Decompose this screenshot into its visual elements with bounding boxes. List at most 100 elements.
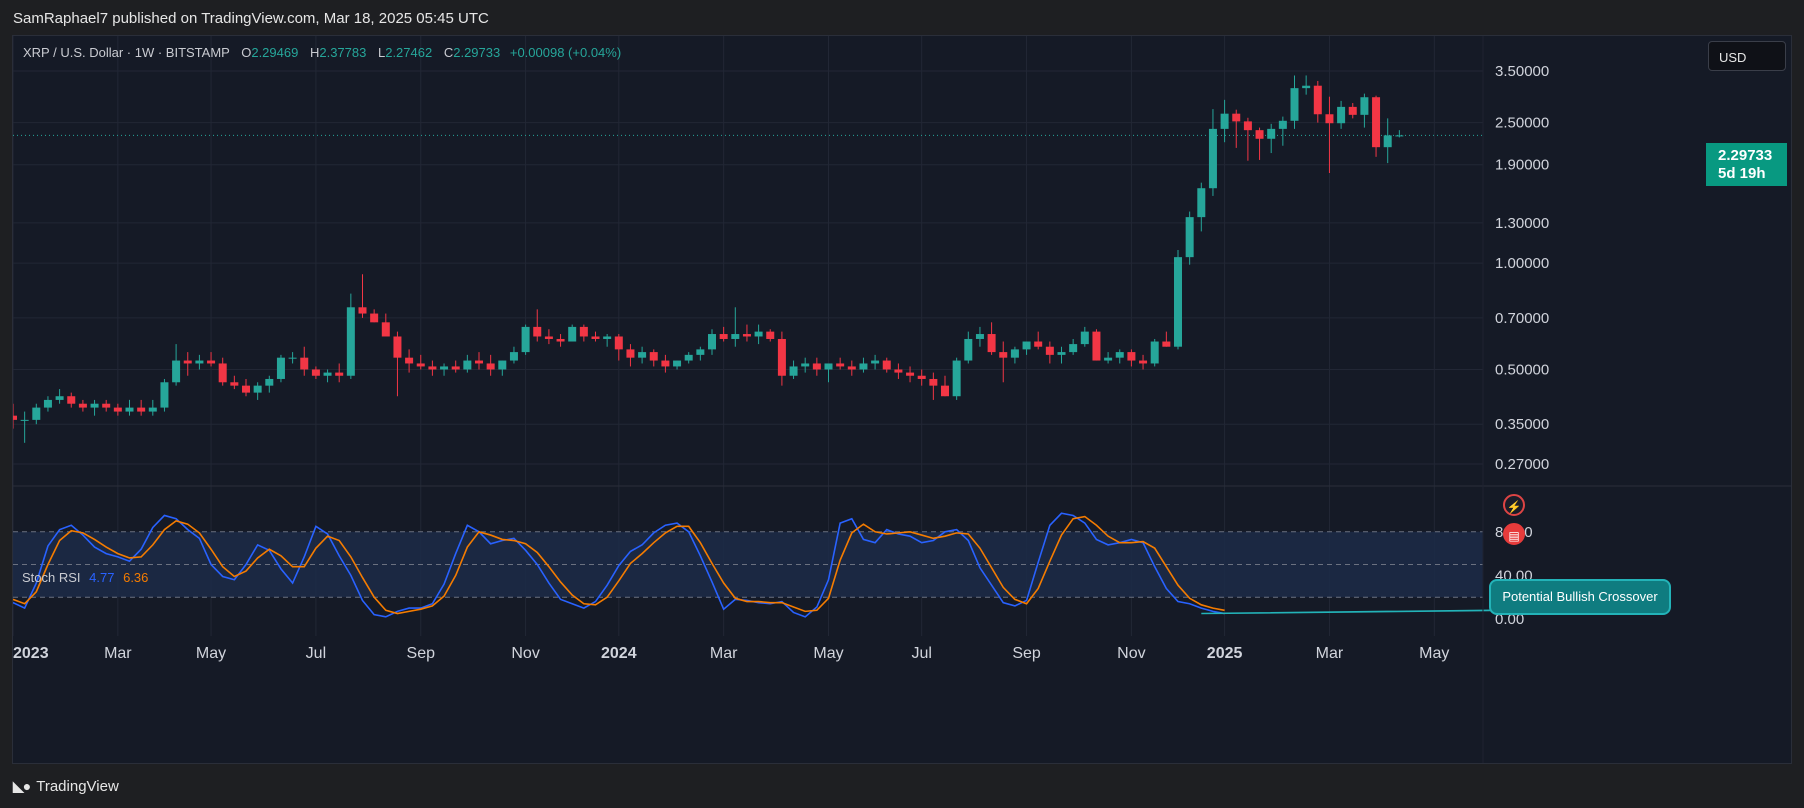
candle-body — [1232, 113, 1241, 122]
candle-body — [475, 360, 483, 364]
candle-body — [405, 357, 414, 364]
stoch-rsi-title[interactable]: Stoch RSI — [22, 570, 81, 585]
candle-body — [894, 369, 903, 373]
candle-body — [754, 331, 763, 337]
lightning-event-icon[interactable]: ⚡ — [1503, 494, 1525, 516]
candle-body — [1208, 128, 1217, 189]
annotation-callout[interactable]: Potential Bullish Crossover — [1489, 579, 1671, 615]
candle-body — [393, 336, 402, 358]
us-flag-event-icon[interactable]: ▤ — [1503, 523, 1525, 545]
candle-body — [1383, 135, 1392, 148]
close-value: 2.29733 — [453, 45, 501, 60]
candle-body — [195, 360, 204, 364]
publisher-text: SamRaphael7 published on TradingView.com… — [13, 10, 489, 27]
candle-body — [137, 407, 146, 412]
candle-body — [556, 338, 565, 342]
candle-body — [113, 407, 122, 412]
time-tick-label: May — [196, 645, 226, 662]
candle-body — [20, 419, 29, 421]
chart-background — [13, 36, 1791, 763]
price-tick-label: 1.00000 — [1495, 255, 1549, 272]
candle-body — [999, 352, 1008, 358]
candle-body — [649, 352, 658, 361]
candle-body — [265, 378, 274, 386]
stoch-k-value: 4.77 — [89, 570, 115, 585]
high-label: H — [309, 45, 320, 60]
candle-body — [242, 385, 250, 393]
symbol-title[interactable]: XRP / U.S. Dollar · 1W · BITSTAMP — [23, 45, 230, 60]
open-value: 2.29469 — [251, 45, 299, 60]
currency-button[interactable]: USD — [1708, 41, 1786, 71]
candle-body — [78, 403, 87, 408]
candle-body — [230, 382, 239, 386]
price-tick-label: 0.27000 — [1495, 456, 1549, 473]
candle-body — [661, 360, 670, 367]
candle-body — [1150, 341, 1159, 364]
candle-body — [603, 336, 612, 339]
candle-body — [55, 396, 64, 400]
candle-body — [440, 366, 449, 370]
time-tick-label: Jul — [306, 645, 326, 662]
stoch-d-line — [13, 515, 1225, 615]
candle-body — [358, 307, 367, 314]
candle-body — [1278, 120, 1287, 129]
candle-body — [638, 352, 647, 358]
stoch-tick-label: 0.00 — [1495, 611, 1524, 628]
last-price-tag: 2.29733 5d 19h — [1706, 143, 1787, 186]
candle-body — [370, 313, 379, 323]
time-tick-label: 2024 — [601, 645, 637, 662]
chart-frame[interactable]: 3.50000 2.50000 1.90000 1.30000 1.00000 0.700… — [12, 35, 1792, 764]
candle-body — [952, 360, 961, 397]
price-tick-label: 3.50000 — [1495, 63, 1549, 80]
candle-body — [451, 366, 460, 370]
time-tick-label: Mar — [1316, 645, 1344, 662]
candle-body — [463, 360, 472, 370]
candle-body — [1057, 352, 1066, 355]
stoch-d-value: 6.36 — [123, 570, 149, 585]
candle-body — [67, 396, 76, 404]
candle-body — [1080, 331, 1089, 345]
candle-body — [1243, 121, 1252, 131]
candle-body — [533, 326, 542, 337]
candle-body — [777, 338, 786, 376]
candle-body — [288, 357, 297, 359]
price-tick-label: 0.35000 — [1495, 416, 1549, 433]
candle-body — [253, 385, 262, 393]
candle-body — [719, 334, 728, 339]
change-value: +0.00098 (+0.04%) — [509, 45, 622, 60]
candle-body — [1162, 341, 1171, 347]
price-tick-label: 1.90000 — [1495, 157, 1549, 174]
candle-body — [987, 334, 996, 353]
symbol-legend: XRP / U.S. Dollar · 1W · BITSTAMP O2.294… — [23, 45, 621, 60]
candle-body — [172, 360, 181, 383]
candle-body — [43, 399, 52, 408]
time-tick-label: 2025 — [1207, 645, 1243, 662]
candle-body — [871, 360, 880, 364]
time-tick-label: Sep — [1012, 645, 1041, 662]
time-tick-label: Nov — [1117, 645, 1145, 662]
candle-body — [673, 360, 682, 367]
brand[interactable]: ◣● TradingView — [13, 778, 119, 795]
candle-body — [1139, 360, 1148, 364]
candle-body — [1360, 97, 1369, 115]
brand-name: TradingView — [36, 778, 119, 795]
candle-body — [509, 352, 518, 361]
candle-body — [218, 363, 227, 383]
time-tick-label: May — [1419, 645, 1449, 662]
candle-body — [847, 366, 856, 370]
candle-body — [300, 357, 309, 370]
candle-body — [708, 334, 716, 350]
candle-body — [766, 331, 775, 339]
candle-body — [486, 363, 495, 370]
candle-body — [1220, 113, 1229, 129]
candle-body — [544, 336, 553, 339]
candle-body — [1302, 85, 1311, 89]
price-tick-label: 0.70000 — [1495, 310, 1549, 327]
time-tick-label: Sep — [407, 645, 436, 662]
candle-body — [148, 407, 157, 412]
candle-body — [1372, 97, 1381, 148]
time-tick-label: 2023 — [13, 645, 49, 662]
low-label: L — [377, 45, 386, 60]
chart-canvas[interactable]: 3.50000 2.50000 1.90000 1.30000 1.00000 0.700… — [13, 36, 1792, 764]
candle-body — [1290, 88, 1299, 121]
